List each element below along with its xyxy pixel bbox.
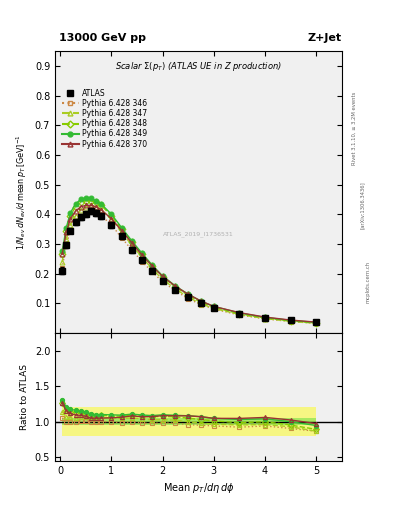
Text: ATLAS_2019_I1736531: ATLAS_2019_I1736531 [163,231,234,237]
X-axis label: Mean $p_T/d\eta\,d\phi$: Mean $p_T/d\eta\,d\phi$ [163,481,234,495]
Text: Rivet 3.1.10, ≥ 3.2M events: Rivet 3.1.10, ≥ 3.2M events [352,91,357,165]
Text: Z+Jet: Z+Jet [308,33,342,44]
Y-axis label: Ratio to ATLAS: Ratio to ATLAS [20,364,29,430]
Y-axis label: $1/N_{ev}\,dN_{ev}/d\,\mathrm{mean}\,p_T\,[\mathrm{GeV}]^{-1}$: $1/N_{ev}\,dN_{ev}/d\,\mathrm{mean}\,p_T… [15,134,29,250]
Text: mcplots.cern.ch: mcplots.cern.ch [365,261,371,303]
Text: 13000 GeV pp: 13000 GeV pp [59,33,146,44]
Text: Scalar $\Sigma(p_T)$ (ATLAS UE in Z production): Scalar $\Sigma(p_T)$ (ATLAS UE in Z prod… [115,60,282,73]
Legend: ATLAS, Pythia 6.428 346, Pythia 6.428 347, Pythia 6.428 348, Pythia 6.428 349, P: ATLAS, Pythia 6.428 346, Pythia 6.428 34… [62,89,147,148]
Text: [arXiv:1306.3436]: [arXiv:1306.3436] [360,181,365,229]
